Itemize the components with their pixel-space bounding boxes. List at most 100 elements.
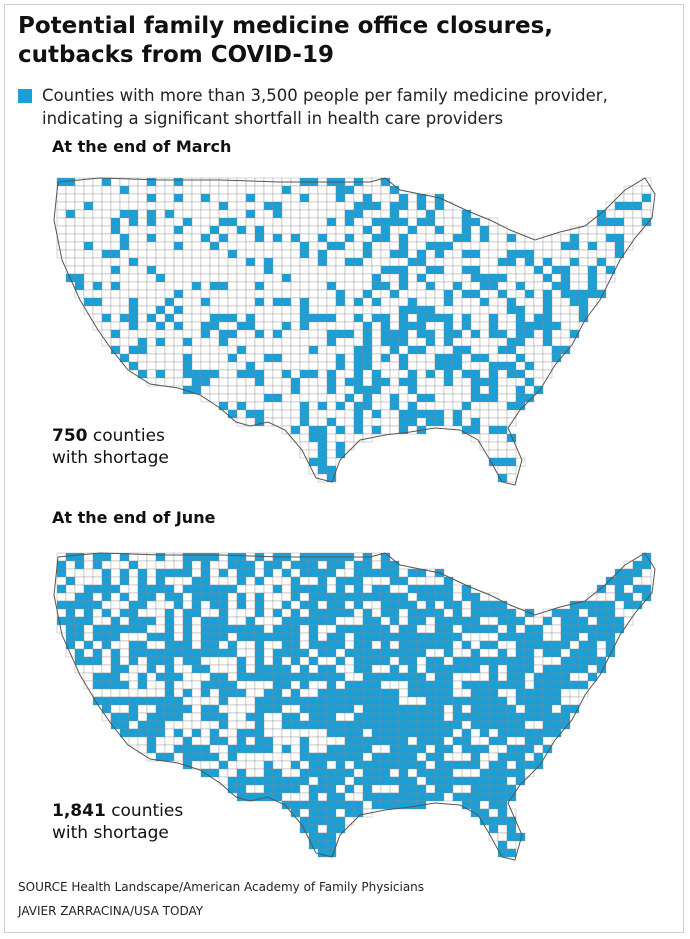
county xyxy=(380,401,391,411)
county-shortage xyxy=(101,249,112,259)
county-shortage xyxy=(479,353,490,363)
county xyxy=(227,225,238,235)
county xyxy=(371,337,382,347)
county xyxy=(587,257,598,267)
county xyxy=(506,321,517,331)
county-shortage xyxy=(335,241,346,251)
county-shortage xyxy=(137,568,148,578)
county-shortage xyxy=(614,592,625,602)
county xyxy=(605,592,616,602)
march-map-counties xyxy=(56,177,652,483)
county-shortage xyxy=(155,712,166,722)
county xyxy=(623,616,634,626)
county xyxy=(119,257,130,267)
county xyxy=(236,361,247,371)
county xyxy=(398,345,409,355)
county-shortage xyxy=(200,744,211,754)
county xyxy=(344,776,355,786)
county xyxy=(380,664,391,674)
county xyxy=(74,233,85,243)
county xyxy=(236,385,247,395)
county-shortage xyxy=(389,337,400,347)
county xyxy=(470,632,481,642)
county xyxy=(155,249,166,259)
county xyxy=(281,688,292,698)
county xyxy=(227,321,238,331)
county-shortage xyxy=(542,337,553,347)
county-shortage xyxy=(524,728,535,738)
county-shortage xyxy=(497,632,508,642)
county-shortage xyxy=(380,233,391,243)
county xyxy=(308,265,319,275)
county-shortage xyxy=(542,273,553,283)
county-shortage xyxy=(263,744,274,754)
county-shortage xyxy=(488,321,499,331)
county xyxy=(155,185,166,195)
county-shortage xyxy=(128,624,139,634)
county-shortage xyxy=(479,377,490,387)
county-shortage xyxy=(461,776,472,786)
county xyxy=(344,600,355,610)
county-shortage xyxy=(434,640,445,650)
county-shortage xyxy=(362,696,373,706)
county xyxy=(632,193,643,203)
county-shortage xyxy=(569,257,580,267)
county xyxy=(443,233,454,243)
county-shortage xyxy=(488,824,499,834)
county-shortage xyxy=(290,640,301,650)
county-shortage xyxy=(344,209,355,219)
county xyxy=(101,273,112,283)
county xyxy=(425,321,436,331)
county-shortage xyxy=(263,776,274,786)
county xyxy=(200,760,211,770)
county xyxy=(200,313,211,323)
county-shortage xyxy=(227,744,238,754)
county xyxy=(191,696,202,706)
county-shortage xyxy=(389,696,400,706)
county-shortage xyxy=(443,680,454,690)
county-shortage xyxy=(326,728,337,738)
county xyxy=(281,249,292,259)
county-shortage xyxy=(218,624,229,634)
county xyxy=(146,672,157,682)
county-shortage xyxy=(533,632,544,642)
county xyxy=(281,425,292,435)
county xyxy=(290,680,301,690)
county-shortage xyxy=(425,720,436,730)
county-shortage xyxy=(587,265,598,275)
county-shortage xyxy=(380,720,391,730)
county xyxy=(344,401,355,411)
county xyxy=(236,704,247,714)
county xyxy=(182,576,193,586)
county xyxy=(425,273,436,283)
county-shortage xyxy=(488,680,499,690)
county xyxy=(551,249,562,259)
county xyxy=(263,241,274,251)
county xyxy=(119,648,130,658)
county-shortage xyxy=(299,241,310,251)
county xyxy=(272,576,283,586)
county-shortage xyxy=(182,560,193,570)
county-shortage xyxy=(461,800,472,810)
county-shortage xyxy=(425,768,436,778)
county xyxy=(389,257,400,267)
county-shortage xyxy=(434,776,445,786)
county-shortage xyxy=(389,209,400,219)
county-shortage xyxy=(308,824,319,834)
county xyxy=(164,257,175,267)
county-shortage xyxy=(434,672,445,682)
county xyxy=(542,632,553,642)
county-shortage xyxy=(389,712,400,722)
county xyxy=(101,688,112,698)
county-shortage xyxy=(263,784,274,794)
county-shortage xyxy=(542,712,553,722)
county-shortage xyxy=(452,712,463,722)
county-shortage xyxy=(236,776,247,786)
county xyxy=(506,329,517,339)
county xyxy=(308,305,319,315)
county xyxy=(236,409,247,419)
county xyxy=(551,632,562,642)
county-shortage xyxy=(362,345,373,355)
county-shortage xyxy=(587,273,598,283)
county-shortage xyxy=(335,800,346,810)
